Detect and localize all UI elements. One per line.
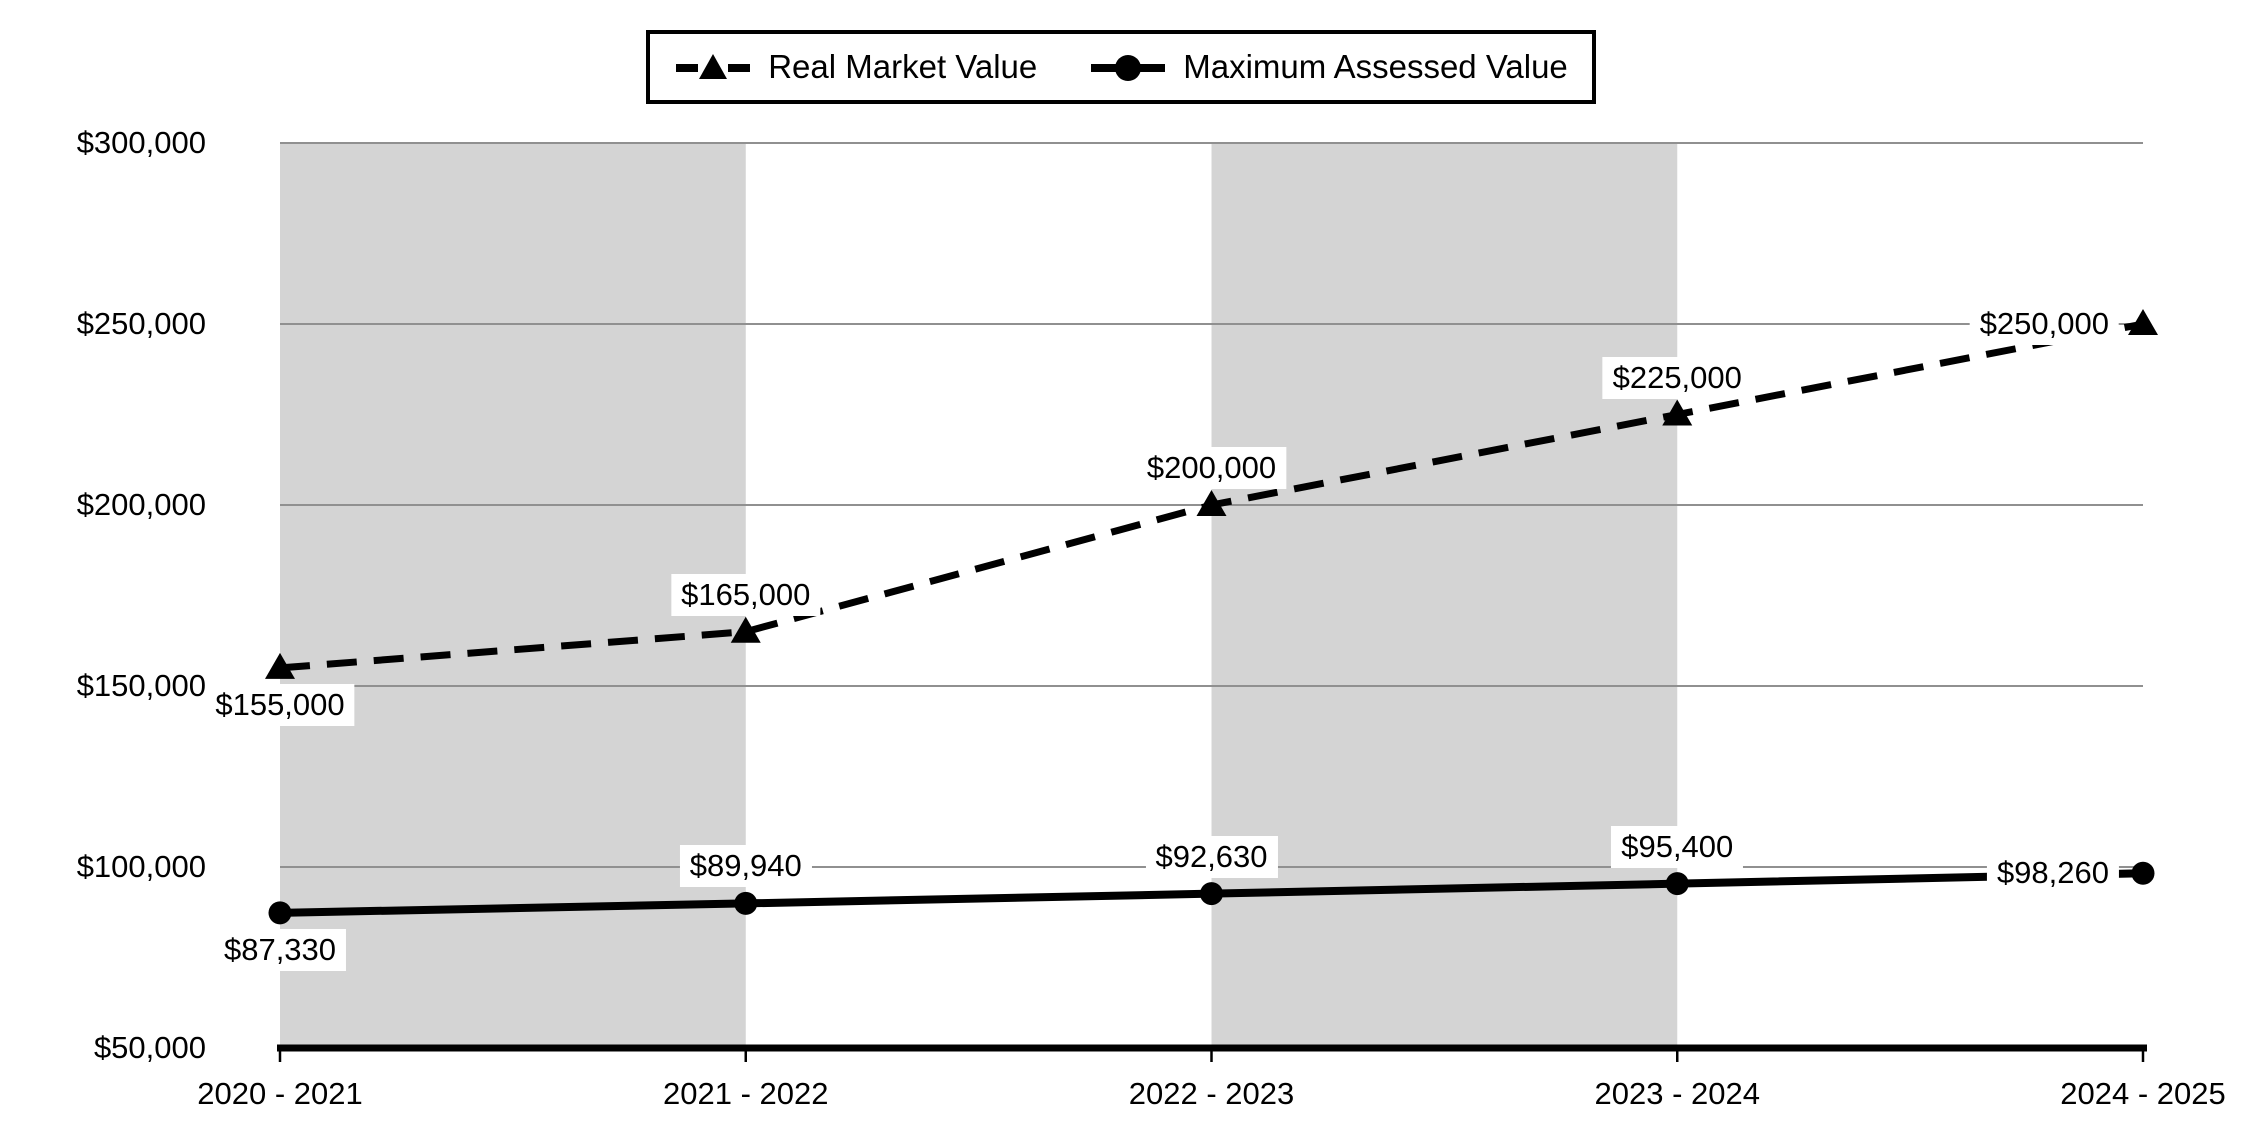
plot-band: [280, 143, 746, 1045]
legend-label-maximum-assessed-value: Maximum Assessed Value: [1183, 48, 1568, 85]
x-axis-category-label: 2023 - 2024: [1594, 1076, 1760, 1111]
y-axis-tick-label: $150,000: [76, 668, 206, 703]
legend-item-real-market-value: Real Market Value: [674, 48, 1037, 86]
y-axis-tick-label: $250,000: [76, 306, 206, 341]
triangle-marker: [1662, 399, 1693, 426]
circle-marker: [268, 901, 292, 925]
legend-item-maximum-assessed-value: Maximum Assessed Value: [1089, 48, 1568, 86]
circle-marker: [1665, 872, 1689, 896]
triangle-marker: [2128, 309, 2158, 335]
data-label: $89,940: [679, 845, 812, 888]
data-label: $200,000: [1136, 447, 1287, 489]
data-label: $87,330: [213, 928, 347, 971]
dashed-line-triangle-sample-icon: [676, 54, 751, 79]
triangle-marker: [1196, 490, 1227, 516]
solid-line-circle-sample-icon: [1091, 55, 1166, 81]
data-label: $155,000: [205, 683, 355, 726]
x-axis-category-label: 2021 - 2022: [663, 1076, 829, 1111]
data-label: $98,260: [1986, 852, 2119, 895]
x-axis-category-label: 2022 - 2023: [1128, 1076, 1295, 1111]
y-axis-tick-label: $50,000: [93, 1030, 206, 1065]
y-axis-tick-label: $200,000: [76, 487, 206, 522]
data-label: $92,630: [1145, 835, 1278, 878]
legend-label-real-market-value: Real Market Value: [768, 48, 1038, 85]
data-label: $165,000: [671, 573, 821, 616]
circle-marker: [1200, 882, 1223, 906]
y-axis-tick-label: $300,000: [76, 125, 206, 160]
triangle-marker: [730, 616, 761, 643]
data-label: $225,000: [1602, 356, 1752, 399]
legend: Real Market Value Maximum Assessed Value: [646, 30, 1596, 104]
data-label: $95,400: [1611, 825, 1744, 868]
circle-marker: [2131, 861, 2155, 885]
plot-band: [1211, 143, 1678, 1045]
circle-marker: [734, 891, 758, 915]
x-axis-category-label: 2024 - 2025: [2060, 1076, 2226, 1111]
y-axis-tick-label: $100,000: [76, 849, 206, 884]
data-label: $250,000: [1969, 303, 2119, 345]
x-axis-category-label: 2020 - 2021: [197, 1076, 363, 1111]
triangle-marker: [265, 652, 295, 679]
